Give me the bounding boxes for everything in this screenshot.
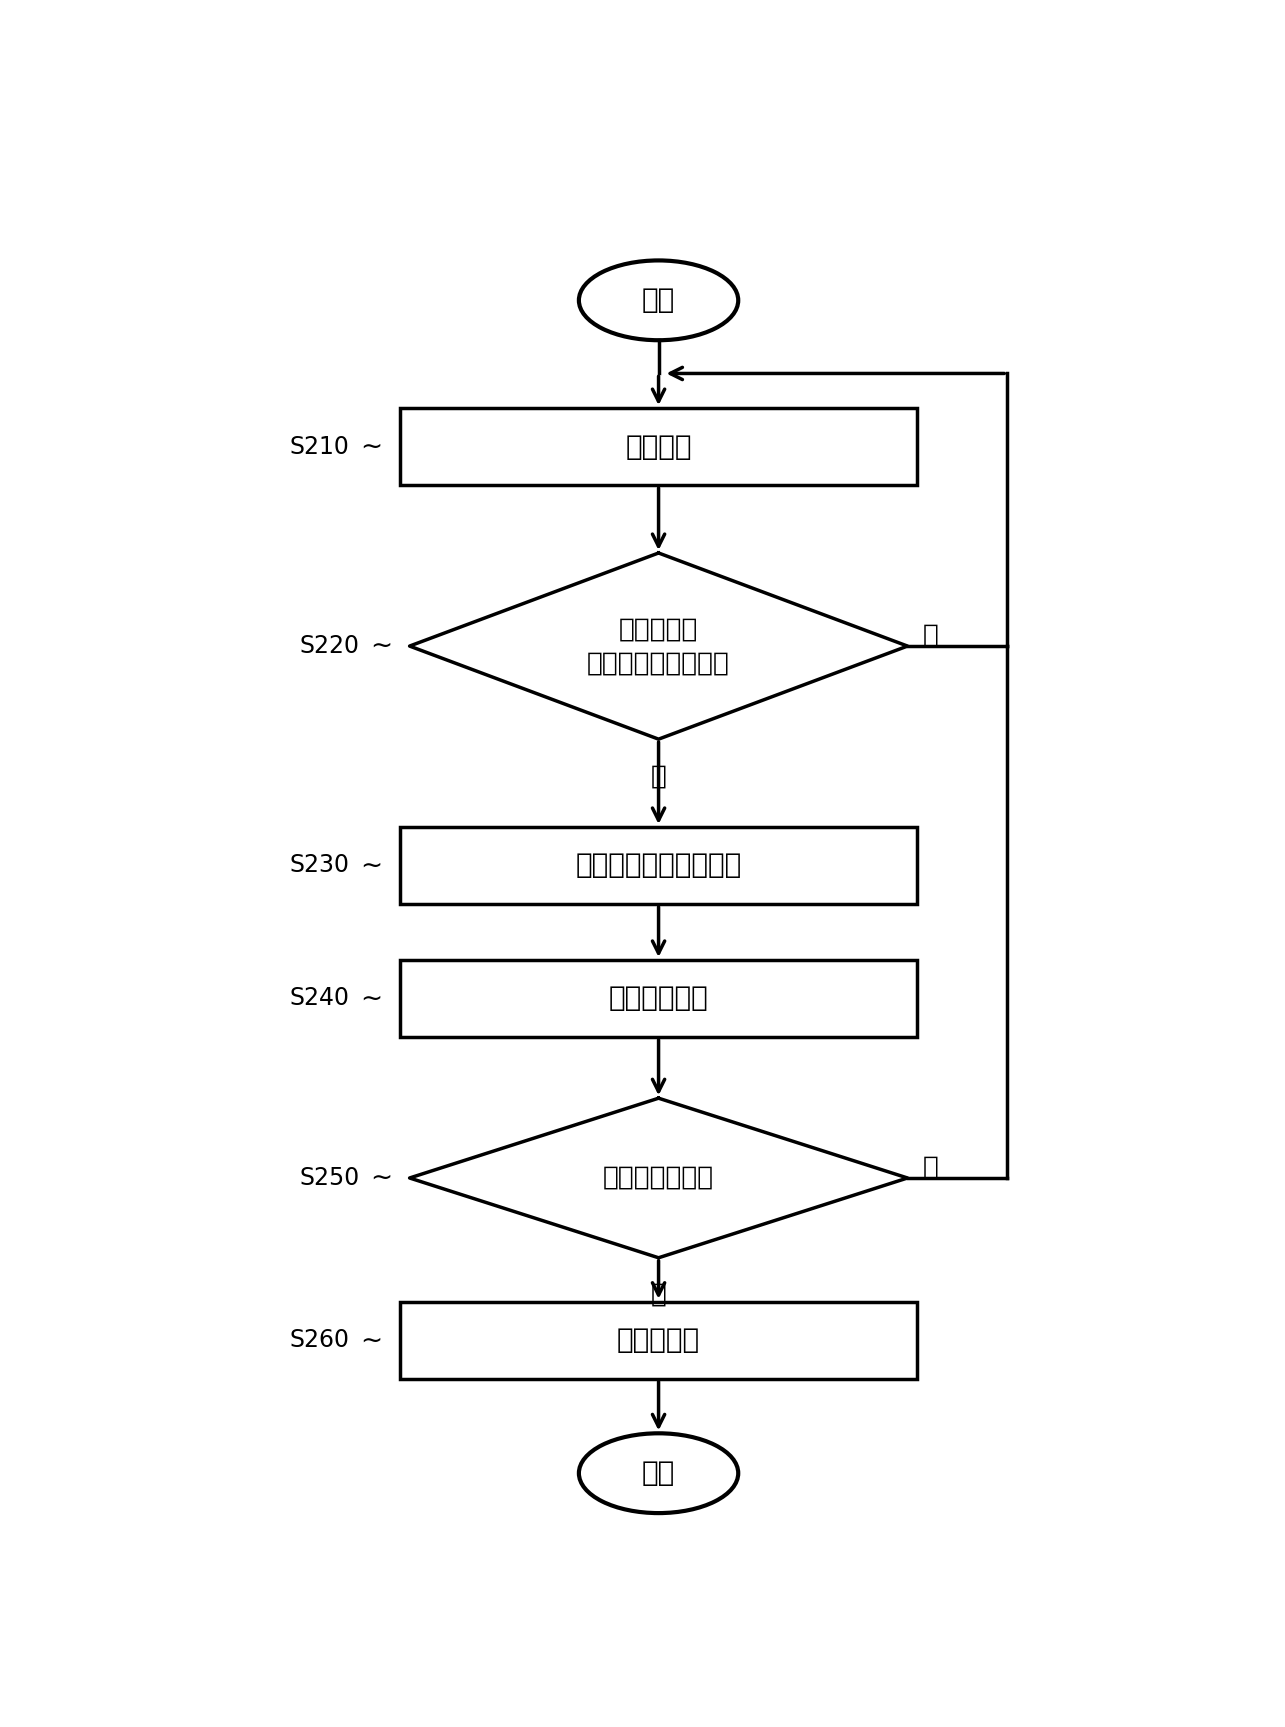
Text: ∼: ∼ [370,1166,392,1192]
Text: ∼: ∼ [360,986,382,1012]
Bar [400,827,917,903]
Text: 干扰视速度
与给定视速度一致？: 干扰视速度 与给定视速度一致？ [587,617,730,675]
Text: ∼: ∼ [370,634,392,660]
Text: S250: S250 [299,1166,360,1190]
Text: 完成线性扫描？: 完成线性扫描？ [603,1166,714,1192]
Text: 频域线性预测: 频域线性预测 [609,984,708,1012]
Bar [400,1302,917,1378]
Text: S240: S240 [290,986,350,1010]
Text: 否: 否 [923,1154,938,1180]
Text: ∼: ∼ [360,853,382,879]
Text: 开始: 开始 [642,287,675,314]
Bar [400,960,917,1036]
Text: S260: S260 [290,1328,350,1352]
Text: 是: 是 [650,763,667,789]
Text: 结束: 结束 [642,1459,675,1487]
Text: S220: S220 [299,634,360,658]
Text: S210: S210 [290,435,350,459]
Text: S230: S230 [290,853,350,877]
Text: 拉平线性干扰的同相轴: 拉平线性干扰的同相轴 [576,851,741,879]
Text: 去线性噪声: 去线性噪声 [617,1326,700,1354]
Text: 是: 是 [650,1281,667,1307]
Text: ∼: ∼ [360,1328,382,1354]
Text: 线性扫描: 线性扫描 [626,432,691,461]
Bar [400,408,917,485]
Text: ∼: ∼ [360,433,382,459]
Text: 否: 否 [923,622,938,648]
